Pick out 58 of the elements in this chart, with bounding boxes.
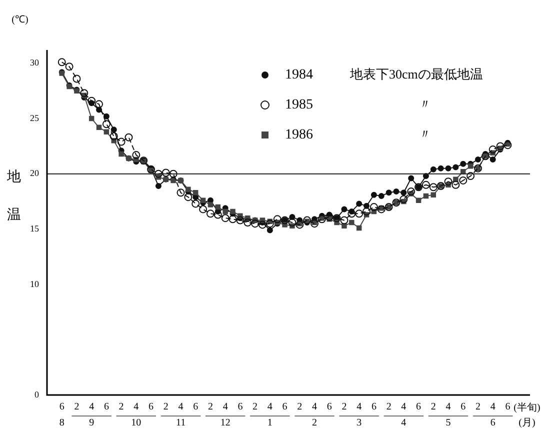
x-tick-label: 6: [282, 402, 288, 413]
annotation: 〃: [418, 126, 432, 142]
legend-label: 1985: [285, 98, 313, 113]
x-tick-label: 6: [59, 402, 64, 413]
x-tick-label: 4: [446, 402, 451, 413]
text: 6: [490, 418, 496, 429]
text: (月): [518, 418, 536, 429]
x-tick-label: 6: [193, 402, 198, 413]
y-tick-label: 30: [30, 58, 40, 68]
text: 4: [401, 418, 406, 429]
annotation: 〃: [418, 96, 432, 112]
x-tick-label: 4: [89, 402, 94, 413]
x-tick-label: 4: [312, 402, 318, 413]
x-tick-label: 6: [416, 402, 422, 413]
text: 10: [131, 418, 142, 429]
x-tick-label: 2: [430, 402, 436, 413]
text: 8: [59, 418, 64, 429]
x-tick-label: 2: [74, 402, 80, 413]
text: 11: [176, 418, 186, 429]
text: 12: [220, 418, 230, 429]
text: (℃): [12, 14, 28, 26]
x-tick-label: 6: [104, 402, 109, 413]
x-tick-label: 6: [238, 402, 243, 413]
x-tick-label: 4: [401, 402, 406, 413]
x-tick-label: 2: [252, 402, 258, 413]
x-tick-label: 2: [475, 402, 480, 413]
x-tick-label: 6: [460, 402, 466, 413]
x-tick-label: 6: [371, 402, 376, 413]
y-tick-label: 20: [30, 168, 40, 178]
legend-label: 1986: [285, 128, 313, 143]
y-tick-label: 25: [30, 112, 40, 123]
x-tick-label: 4: [222, 402, 228, 413]
x-tick-label: 2: [163, 402, 168, 413]
legend-label: 1984: [285, 68, 313, 83]
x-tick-label: 6: [148, 402, 154, 413]
y-tick-label: 15: [30, 223, 40, 234]
annotation: 地表下30cmの最低地温: [349, 66, 483, 82]
text: 2: [312, 418, 318, 429]
x-tick-label: 4: [134, 402, 139, 413]
x-axis-title: (半旬): [514, 402, 540, 414]
text: 5: [446, 418, 451, 429]
x-tick-label: 6: [505, 402, 510, 413]
y-tick-label: 10: [30, 278, 40, 289]
text: 3: [356, 418, 362, 429]
x-tick-label: 4: [356, 402, 362, 413]
x-tick-label: 2: [342, 402, 347, 413]
x-tick-label: 4: [267, 402, 272, 413]
x-tick-label: 2: [208, 402, 213, 413]
x-tick-label: 4: [178, 402, 184, 413]
text: 1: [267, 418, 272, 429]
x-tick-label: 2: [386, 402, 392, 413]
x-tick-label: 2: [118, 402, 124, 413]
x-tick-label: 2: [297, 402, 302, 413]
text: 地温: [7, 170, 21, 224]
x-tick-label: 6: [326, 402, 332, 413]
x-tick-label: 4: [490, 402, 496, 413]
y-tick-label: 0: [34, 389, 40, 400]
text: 9: [89, 418, 94, 429]
